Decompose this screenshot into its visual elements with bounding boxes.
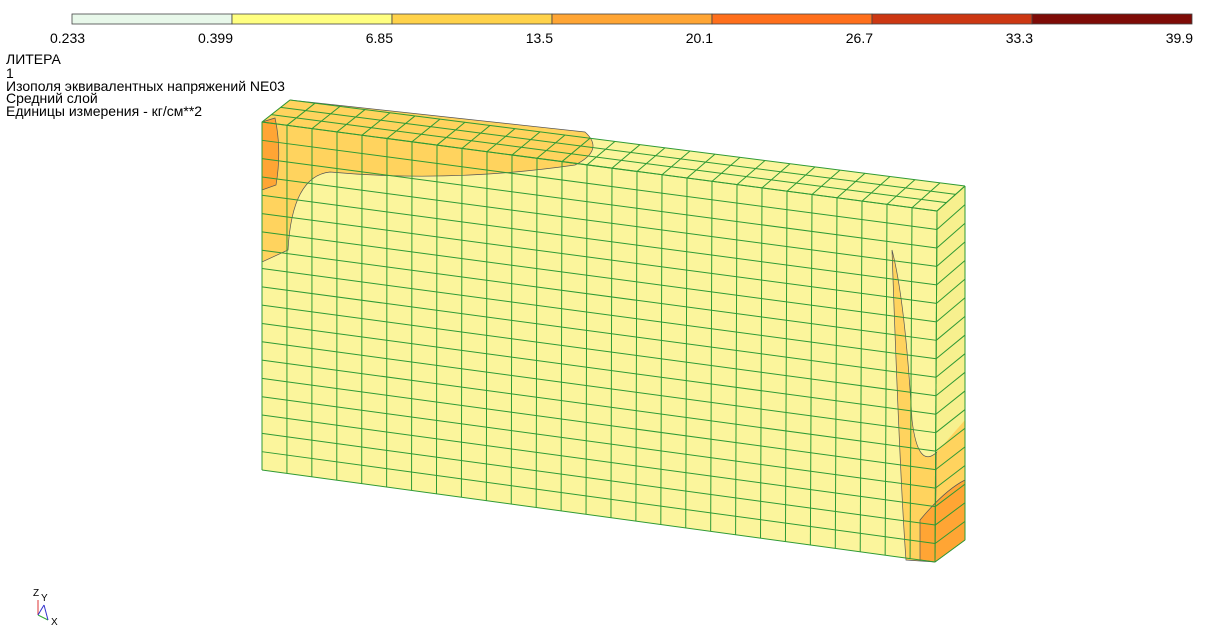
- legend-label: 26.7: [846, 30, 873, 46]
- legend-label: 6.85: [366, 30, 393, 46]
- info-line: ЛИТЕРА: [6, 51, 62, 67]
- mesh-line: [461, 148, 462, 497]
- axis-label: X: [51, 617, 58, 628]
- info-line: Единицы измерения - кг/см**2: [6, 103, 202, 119]
- legend-label: 13.5: [526, 30, 553, 46]
- legend-swatch: [1032, 14, 1192, 24]
- legend-label: 20.1: [686, 30, 713, 46]
- mesh-line: [486, 152, 487, 501]
- axis-y: [38, 605, 44, 615]
- legend-label: 0.399: [198, 30, 233, 46]
- info-block: ЛИТЕРА 1 Изополя эквивалентных напряжени…: [6, 51, 285, 119]
- axis-label: Y: [41, 593, 48, 604]
- screen: 0.233 0.399 6.85 13.5 20.1 26.7 33.3 39.9 ЛИТЕР…: [0, 0, 1210, 631]
- legend-label: 39.9: [1166, 30, 1193, 46]
- axis-label: Z: [33, 588, 39, 599]
- axes-icon: Z Y X: [33, 588, 58, 628]
- model-view: [262, 100, 965, 562]
- legend-swatch: [872, 14, 1032, 24]
- legend-label: 33.3: [1006, 30, 1033, 46]
- legend-swatch: [712, 14, 872, 24]
- legend-swatch: [232, 14, 392, 24]
- legend-swatch: [552, 14, 712, 24]
- legend-swatch: [72, 14, 232, 24]
- mesh-line: [436, 145, 437, 494]
- legend-label: 0.233: [50, 30, 85, 46]
- color-legend: 0.233 0.399 6.85 13.5 20.1 26.7 33.3 39.9: [50, 14, 1193, 46]
- legend-swatch: [392, 14, 552, 24]
